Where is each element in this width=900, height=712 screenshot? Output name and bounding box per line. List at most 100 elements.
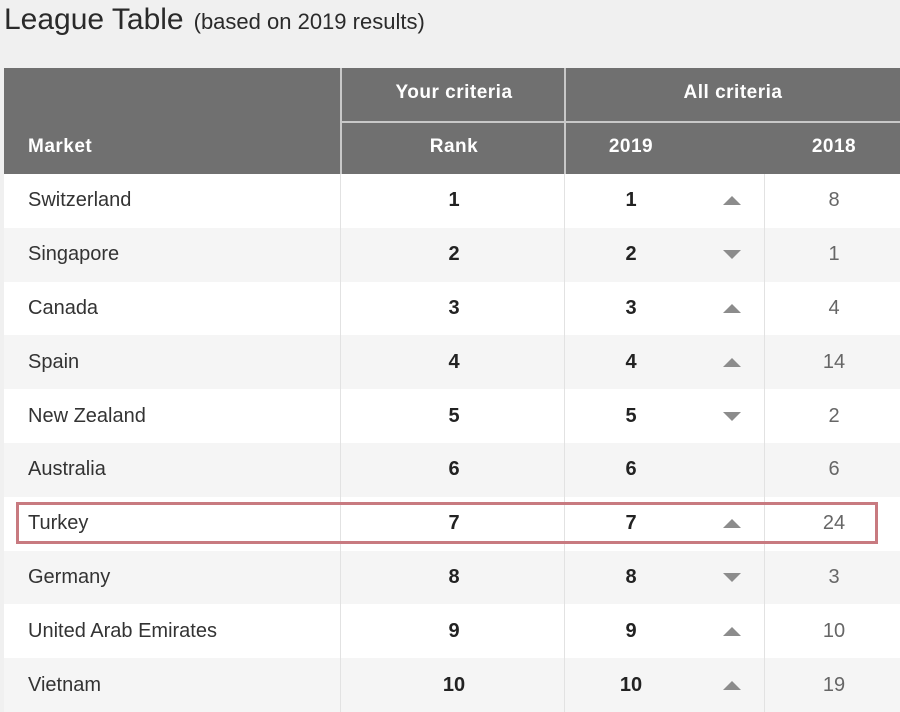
column-divider: [564, 174, 565, 228]
rank-value: 3: [448, 296, 460, 319]
market-name: Singapore: [28, 243, 120, 266]
column-divider: [564, 389, 565, 443]
column-divider: [764, 335, 765, 390]
market-name: Canada: [28, 296, 99, 319]
page-subtitle: (based on 2019 results): [193, 9, 425, 34]
market-name: United Arab Emirates: [28, 619, 217, 642]
rank-2018-value: 3: [828, 565, 840, 588]
rank-2018-value: 8: [828, 189, 840, 212]
table-row: Singapore 2 2 1: [4, 227, 900, 282]
column-divider: [564, 604, 565, 659]
rank-value: 10: [442, 673, 466, 696]
market-name: New Zealand: [28, 404, 146, 427]
column-divider: [564, 496, 565, 551]
column-divider: [564, 281, 565, 336]
arrow-up-icon: [723, 626, 741, 636]
rank-value: 2: [448, 243, 460, 266]
arrow-up-icon: [723, 519, 741, 529]
header-divider: [340, 121, 900, 123]
table-row: Switzerland 1 1 8: [4, 174, 900, 228]
arrow-up-icon: [723, 196, 741, 206]
column-divider: [340, 550, 341, 605]
column-divider: [340, 658, 341, 712]
column-divider: [340, 281, 341, 336]
rank-value: 6: [448, 458, 460, 481]
table-row: Australia 6 6 6: [4, 442, 900, 497]
rank-2019-value: 1: [625, 189, 637, 212]
column-divider: [564, 442, 565, 497]
trend-cell: [704, 389, 760, 443]
arrow-down-icon: [723, 250, 741, 260]
rank-2019-value: 4: [625, 350, 637, 373]
trend-cell: [704, 282, 760, 336]
column-divider: [340, 442, 341, 497]
market-name: Australia: [28, 458, 106, 481]
trend-cell: [704, 228, 760, 282]
column-divider: [764, 442, 765, 497]
header-2018: 2018: [811, 136, 857, 157]
arrow-up-icon: [723, 357, 741, 367]
rank-2018-value: 19: [822, 673, 846, 696]
column-divider: [564, 658, 565, 712]
table-row: Germany 8 8 3: [4, 550, 900, 605]
rank-value: 1: [448, 189, 460, 212]
page-title: League Table: [4, 3, 184, 36]
rank-2019-value: 6: [625, 458, 637, 481]
rank-2018-value: 6: [828, 458, 840, 481]
table-header: Your criteria All criteria Market Rank 2…: [4, 68, 900, 174]
table-body: Switzerland 1 1 8 Singapore 2 2 1 Canada 3 3 4 Spain…: [4, 174, 900, 712]
arrow-up-icon: [723, 680, 741, 690]
column-divider: [340, 335, 341, 390]
rank-2018-value: 1: [828, 243, 840, 266]
rank-2019-value: 5: [625, 404, 637, 427]
rank-value: 7: [448, 512, 460, 535]
market-name: Turkey: [28, 512, 89, 535]
rank-2019-value: 9: [625, 619, 637, 642]
header-rank: Rank: [429, 136, 479, 157]
column-divider: [764, 658, 765, 712]
trend-cell: [704, 174, 760, 228]
rank-value: 4: [448, 350, 460, 373]
column-divider: [764, 281, 765, 336]
table-row: Spain 4 4 14: [4, 335, 900, 390]
trend-cell: [704, 335, 760, 389]
column-divider: [340, 496, 341, 551]
table-row: New Zealand 5 5 2: [4, 389, 900, 443]
column-divider: [564, 227, 565, 282]
header-market: Market: [28, 136, 93, 157]
column-divider: [764, 389, 765, 443]
rank-2019-value: 3: [625, 296, 637, 319]
market-name: Vietnam: [28, 673, 102, 696]
column-divider: [340, 604, 341, 659]
market-name: Spain: [28, 350, 80, 373]
trend-cell: [704, 604, 760, 658]
rank-2019-value: 8: [625, 565, 637, 588]
header-all-criteria: All criteria: [683, 82, 783, 103]
rank-value: 9: [448, 619, 460, 642]
page-title-area: League Table (based on 2019 results): [4, 0, 425, 44]
rank-2018-value: 4: [828, 296, 840, 319]
table-row: United Arab Emirates 9 9 10: [4, 604, 900, 659]
rank-2019-value: 7: [625, 512, 637, 535]
league-table: Your criteria All criteria Market Rank 2…: [4, 68, 900, 712]
table-row: Vietnam 10 10 19: [4, 658, 900, 712]
column-divider: [340, 227, 341, 282]
trend-cell: [704, 443, 760, 497]
rank-value: 5: [448, 404, 460, 427]
table-row: Turkey 7 7 24: [4, 496, 900, 551]
trend-cell: [704, 497, 760, 551]
trend-cell: [704, 551, 760, 605]
column-divider: [564, 335, 565, 390]
column-divider: [764, 227, 765, 282]
trend-cell: [704, 658, 760, 712]
column-divider: [764, 550, 765, 605]
arrow-down-icon: [723, 572, 741, 582]
header-your-criteria: Your criteria: [395, 82, 513, 103]
market-name: Germany: [28, 565, 111, 588]
rank-2018-value: 24: [822, 512, 846, 535]
rank-2018-value: 14: [822, 350, 846, 373]
column-divider: [764, 174, 765, 228]
column-divider: [564, 550, 565, 605]
rank-value: 8: [448, 565, 460, 588]
header-2019: 2019: [608, 136, 654, 157]
